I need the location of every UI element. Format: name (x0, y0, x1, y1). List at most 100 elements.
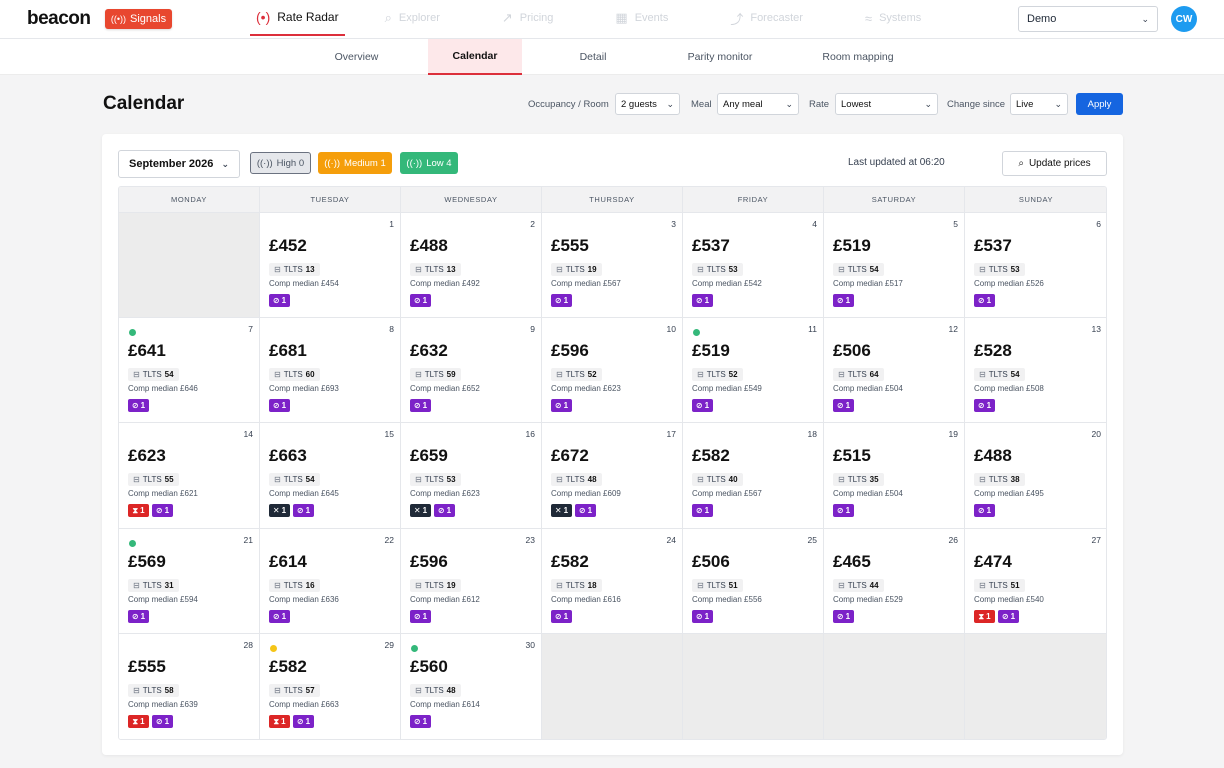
day-cell[interactable]: 15 £663 ⊟ TLTS 54 Comp median £645 ✕ 1 ⊘ 1 (260, 423, 401, 529)
purple-badge[interactable]: ⊘ 1 (692, 504, 713, 517)
comp-median-label: Comp median (833, 595, 883, 604)
day-cell[interactable]: 18 £582 ⊟ TLTS 40 Comp median £567 ⊘ 1 (683, 423, 824, 529)
purple-badge[interactable]: ⊘ 1 (692, 610, 713, 623)
day-cell[interactable]: 10 £596 ⊟ TLTS 52 Comp median £623 ⊘ 1 (542, 318, 683, 423)
purple-badge[interactable]: ⊘ 1 (692, 399, 713, 412)
day-cell[interactable]: 6 £537 ⊟ TLTS 53 Comp median £526 ⊘ 1 (965, 213, 1106, 318)
red-badge[interactable]: ⧗ 1 (974, 610, 995, 623)
filter-high[interactable]: ((·)) High 0 (250, 152, 311, 174)
apply-button[interactable]: Apply (1076, 93, 1123, 115)
update-prices-button[interactable]: ⌕ Update prices (1002, 151, 1107, 176)
dark-badge[interactable]: ✕ 1 (410, 504, 431, 517)
day-cell[interactable]: 20 £488 ⊟ TLTS 38 Comp median £495 ⊘ 1 (965, 423, 1106, 529)
tab-calendar[interactable]: Calendar (428, 39, 522, 75)
logo[interactable]: beacon (27, 8, 91, 29)
purple-badge[interactable]: ⊘ 1 (575, 504, 596, 517)
red-badge[interactable]: ⧗ 1 (128, 715, 149, 728)
comp-median: Comp median £609 (551, 489, 621, 498)
purple-badge[interactable]: ⊘ 1 (410, 715, 431, 728)
red-badge[interactable]: ⧗ 1 (128, 504, 149, 517)
day-cell[interactable]: 19 £515 ⊟ TLTS 35 Comp median £504 ⊘ 1 (824, 423, 965, 529)
badge-count: 1 (563, 506, 569, 515)
dark-badge[interactable]: ✕ 1 (269, 504, 290, 517)
day-cell[interactable]: 23 £596 ⊟ TLTS 19 Comp median £612 ⊘ 1 (401, 529, 542, 634)
day-price: £537 (692, 236, 730, 255)
day-cell[interactable]: 5 £519 ⊟ TLTS 54 Comp median £517 ⊘ 1 (824, 213, 965, 318)
purple-badge[interactable]: ⊘ 1 (998, 610, 1019, 623)
day-cell[interactable]: 21 £569 ⊟ TLTS 31 Comp median £594 ⊘ 1 (119, 529, 260, 634)
nav-rate-radar[interactable]: (•) Rate Radar (250, 0, 345, 36)
tab-detail[interactable]: Detail (579, 51, 607, 63)
day-cell[interactable]: 9 £632 ⊟ TLTS 59 Comp median £652 ⊘ 1 (401, 318, 542, 423)
nav-explorer[interactable]: ⌕ Explorer (379, 0, 446, 36)
month-select[interactable]: September 2026 ⌄ (118, 150, 240, 178)
red-badge[interactable]: ⧗ 1 (269, 715, 290, 728)
purple-badge[interactable]: ⊘ 1 (833, 399, 854, 412)
purple-badge[interactable]: ⊘ 1 (293, 715, 314, 728)
day-cell[interactable]: 1 £452 ⊟ TLTS 13 Comp median £454 ⊘ 1 (260, 213, 401, 318)
purple-badge[interactable]: ⊘ 1 (410, 294, 431, 307)
day-cell[interactable]: 16 £659 ⊟ TLTS 53 Comp median £623 ✕ 1 ⊘ 1 (401, 423, 542, 529)
day-cell[interactable]: 26 £465 ⊟ TLTS 44 Comp median £529 ⊘ 1 (824, 529, 965, 634)
tlts-value: 55 (164, 475, 174, 484)
change-since-select[interactable]: Live ⌄ (1010, 93, 1068, 115)
day-cell[interactable]: 2 £488 ⊟ TLTS 13 Comp median £492 ⊘ 1 (401, 213, 542, 318)
chevron-down-icon: ⌄ (666, 98, 674, 109)
tab-parity-monitor[interactable]: Parity monitor (687, 51, 753, 63)
rate-select[interactable]: Lowest ⌄ (835, 93, 938, 115)
purple-badge[interactable]: ⊘ 1 (692, 294, 713, 307)
purple-badge[interactable]: ⊘ 1 (434, 504, 455, 517)
day-cell[interactable]: 11 £519 ⊟ TLTS 52 Comp median £549 ⊘ 1 (683, 318, 824, 423)
dark-badge[interactable]: ✕ 1 (551, 504, 572, 517)
purple-badge[interactable]: ⊘ 1 (833, 504, 854, 517)
purple-badge[interactable]: ⊘ 1 (269, 610, 290, 623)
day-cell[interactable]: 17 £672 ⊟ TLTS 48 Comp median £609 ✕ 1 ⊘ 1 (542, 423, 683, 529)
day-cell[interactable]: 29 £582 ⊟ TLTS 57 Comp median £663 ⧗ 1 ⊘ 1 (260, 634, 401, 739)
day-cell[interactable]: 22 £614 ⊟ TLTS 16 Comp median £636 ⊘ 1 (260, 529, 401, 634)
nav-forecaster[interactable]: ⤴ Forecaster (724, 0, 809, 36)
bed-icon: ⊟ (133, 475, 140, 484)
day-cell[interactable]: 8 £681 ⊟ TLTS 60 Comp median £693 ⊘ 1 (260, 318, 401, 423)
day-cell[interactable]: 30 £560 ⊟ TLTS 48 Comp median £614 ⊘ 1 (401, 634, 542, 739)
day-cell[interactable]: 7 £641 ⊟ TLTS 54 Comp median £646 ⊘ 1 (119, 318, 260, 423)
purple-badge[interactable]: ⊘ 1 (152, 715, 173, 728)
day-cell[interactable]: 4 £537 ⊟ TLTS 53 Comp median £542 ⊘ 1 (683, 213, 824, 318)
signals-button[interactable]: ((•)) Signals (105, 9, 172, 29)
purple-badge[interactable]: ⊘ 1 (551, 399, 572, 412)
purple-badge[interactable]: ⊘ 1 (410, 610, 431, 623)
purple-badge[interactable]: ⊘ 1 (974, 294, 995, 307)
purple-badge[interactable]: ⊘ 1 (293, 504, 314, 517)
nav-pricing[interactable]: ↗ Pricing (496, 0, 560, 36)
occupancy-select[interactable]: 2 guests ⌄ (615, 93, 680, 115)
day-cell[interactable]: 14 £623 ⊟ TLTS 55 Comp median £621 ⧗ 1 ⊘ 1 (119, 423, 260, 529)
org-select[interactable]: Demo ⌄ (1018, 6, 1158, 32)
day-cell[interactable]: 3 £555 ⊟ TLTS 19 Comp median £567 ⊘ 1 (542, 213, 683, 318)
filter-medium[interactable]: ((·)) Medium 1 (318, 152, 392, 174)
day-cell[interactable]: 24 £582 ⊟ TLTS 18 Comp median £616 ⊘ 1 (542, 529, 683, 634)
purple-badge[interactable]: ⊘ 1 (833, 294, 854, 307)
day-cell[interactable]: 27 £474 ⊟ TLTS 51 Comp median £540 ⧗ 1 ⊘ 1 (965, 529, 1106, 634)
purple-badge[interactable]: ⊘ 1 (269, 294, 290, 307)
day-cell[interactable]: 28 £555 ⊟ TLTS 58 Comp median £639 ⧗ 1 ⊘ 1 (119, 634, 260, 739)
purple-badge[interactable]: ⊘ 1 (152, 504, 173, 517)
day-cell[interactable]: 12 £506 ⊟ TLTS 64 Comp median £504 ⊘ 1 (824, 318, 965, 423)
day-cell[interactable]: 13 £528 ⊟ TLTS 54 Comp median £508 ⊘ 1 (965, 318, 1106, 423)
purple-badge[interactable]: ⊘ 1 (410, 399, 431, 412)
comp-median-value: £614 (462, 700, 480, 709)
purple-badge[interactable]: ⊘ 1 (833, 610, 854, 623)
avatar[interactable]: CW (1171, 6, 1197, 32)
purple-badge[interactable]: ⊘ 1 (974, 399, 995, 412)
day-cell[interactable]: 25 £506 ⊟ TLTS 51 Comp median £556 ⊘ 1 (683, 529, 824, 634)
purple-badge[interactable]: ⊘ 1 (128, 399, 149, 412)
meal-select[interactable]: Any meal ⌄ (717, 93, 799, 115)
purple-badge[interactable]: ⊘ 1 (128, 610, 149, 623)
nav-systems[interactable]: ≈ Systems (859, 0, 927, 36)
purple-badge[interactable]: ⊘ 1 (551, 610, 572, 623)
purple-badge[interactable]: ⊘ 1 (551, 294, 572, 307)
tab-room-mapping[interactable]: Room mapping (822, 51, 894, 63)
tab-overview[interactable]: Overview (334, 51, 379, 63)
nav-events[interactable]: ▦ Events (609, 0, 674, 36)
purple-badge[interactable]: ⊘ 1 (974, 504, 995, 517)
filter-low[interactable]: ((·)) Low 4 (400, 152, 458, 174)
purple-badge[interactable]: ⊘ 1 (269, 399, 290, 412)
